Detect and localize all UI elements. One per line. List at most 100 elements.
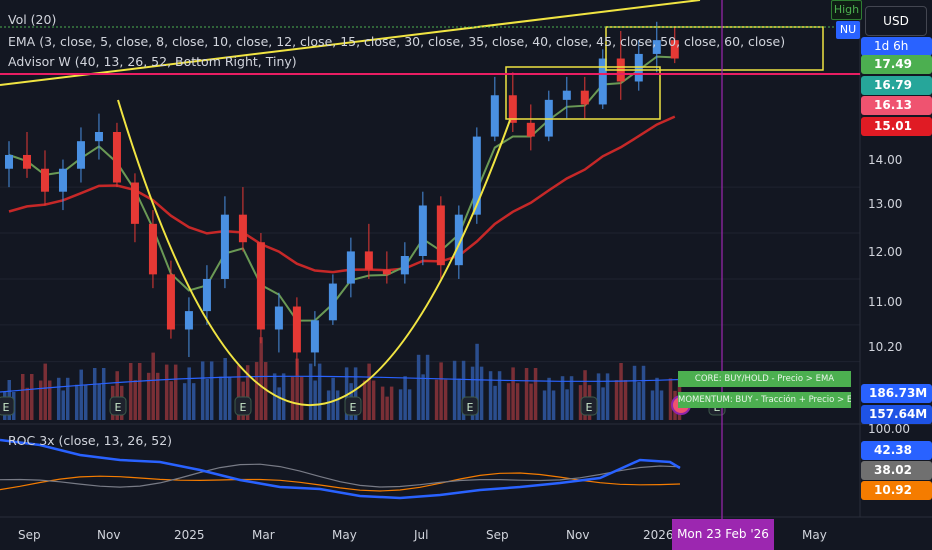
- volume-bar: [277, 387, 281, 420]
- volume-bar: [353, 367, 358, 420]
- volume-bar: [641, 365, 646, 420]
- volume-bar: [133, 380, 137, 420]
- volume-bar: [470, 366, 475, 420]
- volume-bar: [308, 363, 313, 420]
- volume-bar: [371, 380, 376, 420]
- trend-line: [0, 0, 701, 86]
- price-label: 12.00: [868, 245, 903, 259]
- ema-slow-line: [8, 115, 676, 274]
- volume-bar: [623, 380, 628, 420]
- volume-bar: [461, 360, 466, 420]
- candle-body: [436, 205, 445, 266]
- volume-bar: [331, 377, 335, 420]
- volume-bar: [25, 387, 29, 420]
- price-tag: 16.13: [861, 96, 932, 115]
- time-axis-label: Jul: [414, 528, 429, 542]
- time-axis-label: Nov: [566, 528, 590, 542]
- volume-bar: [317, 363, 322, 420]
- volume-bar: [191, 383, 196, 420]
- volume-bar: [263, 362, 268, 420]
- candle-body: [220, 214, 229, 279]
- roc-gray-line: [0, 463, 681, 488]
- volume-bar: [137, 363, 142, 420]
- candle-body: [364, 251, 373, 270]
- range-box: [605, 26, 824, 71]
- volume-bar: [281, 373, 286, 420]
- volume-bar: [475, 343, 479, 420]
- volume-bar: [497, 371, 502, 420]
- candle-body: [130, 182, 139, 224]
- volume-bar: [655, 377, 659, 420]
- candle-body: [310, 320, 319, 353]
- price-tag: 16.79: [861, 76, 932, 95]
- volume-bar: [385, 396, 389, 420]
- symbol-label: NU: [836, 21, 860, 39]
- volume-bar: [619, 363, 623, 420]
- high-label: High: [831, 0, 862, 20]
- volume-bar: [56, 377, 61, 420]
- volume-bar: [421, 374, 425, 420]
- volume-bar: [533, 368, 538, 420]
- volume-bar: [299, 377, 304, 420]
- roc-blue-line: [0, 438, 681, 500]
- time-axis-label: May: [332, 528, 357, 542]
- volume-bar: [155, 372, 160, 420]
- candle-body: [346, 251, 355, 284]
- price-label: 10.20: [868, 340, 903, 354]
- candle-body: [382, 269, 391, 275]
- volume-bar: [101, 368, 106, 420]
- earnings-marker: [461, 396, 479, 416]
- candle-body: [544, 99, 553, 137]
- time-axis-label: Sep: [486, 528, 509, 542]
- volume-bar: [493, 385, 497, 420]
- time-axis-label: Nov: [97, 528, 121, 542]
- roc-tag: 10.92: [861, 481, 932, 500]
- volume-bar: [452, 360, 457, 420]
- volume-bar: [83, 384, 88, 420]
- volume-legend[interactable]: Vol (20): [8, 12, 57, 27]
- volume-bar: [529, 383, 533, 420]
- volume-bar: [515, 383, 520, 420]
- volume-bar: [115, 371, 119, 420]
- candle-body: [670, 40, 679, 59]
- ema-fast-line: [8, 55, 675, 322]
- volume-bar: [632, 365, 637, 420]
- volume-bar: [511, 367, 515, 420]
- core-signal: CORE: BUY/HOLD - Precio > EMA: [678, 371, 851, 387]
- volume-bar: [151, 352, 155, 420]
- earnings-marker-label: E: [350, 401, 357, 414]
- volume-bar: [524, 368, 529, 420]
- volume-bar: [659, 390, 664, 420]
- time-axis-label: 2025: [174, 528, 205, 542]
- earnings-marker: [234, 396, 252, 416]
- candle-body: [580, 90, 589, 105]
- volume-bar: [79, 369, 83, 420]
- volume-bar: [443, 379, 448, 420]
- earnings-marker: [344, 396, 362, 416]
- earnings-marker: [109, 396, 127, 416]
- volume-bar: [245, 365, 250, 420]
- volume-bar: [434, 379, 439, 420]
- candle-body: [76, 141, 85, 169]
- advisor-legend[interactable]: Advisor W (40, 13, 26, 52, Bottom Right,…: [8, 54, 297, 69]
- earnings-marker-label: E: [3, 401, 10, 414]
- volume-bar: [227, 376, 232, 420]
- currency-button[interactable]: USD: [865, 6, 927, 36]
- ema-legend[interactable]: EMA (3, close, 5, close, 8, close, 10, c…: [8, 34, 786, 49]
- roc-legend[interactable]: ROC 3x (close, 13, 26, 52): [8, 433, 173, 448]
- volume-bar: [65, 377, 70, 420]
- candle-body: [148, 223, 157, 275]
- volume-bar: [259, 337, 263, 420]
- volume-bar: [236, 365, 241, 420]
- candle-body: [40, 168, 49, 192]
- volume-bar: [560, 376, 565, 420]
- volume-bar: [547, 377, 551, 420]
- volume-bar: [47, 380, 52, 420]
- volume-bar: [128, 363, 133, 420]
- volume-bar: [223, 358, 227, 420]
- volume-bar: [29, 374, 34, 420]
- candle-body: [22, 154, 31, 169]
- candle-body: [508, 95, 517, 123]
